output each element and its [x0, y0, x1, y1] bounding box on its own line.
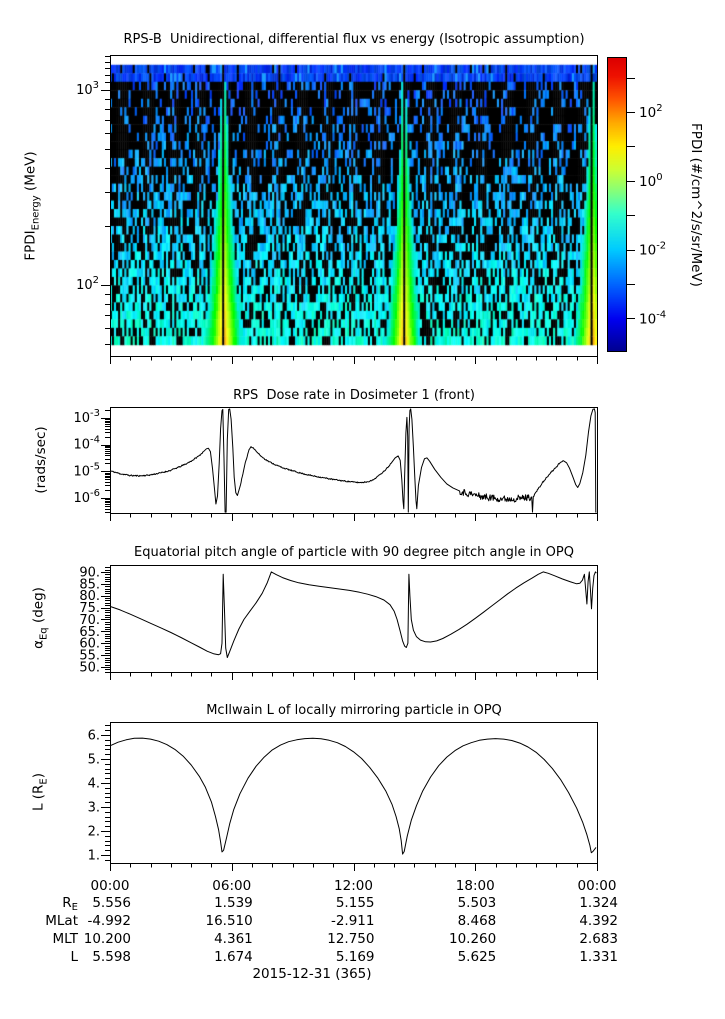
table-value: 2.683 [579, 931, 618, 947]
panel1-title: RPS-B Unidirectional, differential flux … [123, 32, 585, 47]
date-label: 2015-12-31 (365) [252, 966, 372, 982]
time-label: 06:00 [212, 878, 251, 894]
table-value: 1.539 [214, 895, 253, 911]
panel4-frame [110, 722, 598, 864]
tick-label: 10-3 [73, 408, 100, 426]
panel4-title: McIlwain L of locally mirroring particle… [206, 703, 502, 718]
table-value: 1.674 [214, 949, 253, 965]
pitch-angle-line [109, 571, 597, 658]
table-row-label: MLat [45, 913, 78, 929]
panel1-frame [110, 55, 598, 357]
table-value: 8.468 [458, 913, 497, 929]
tick-label: 50. [79, 661, 100, 676]
table-value: 1.324 [579, 895, 618, 911]
tick-label: 70. [79, 613, 100, 628]
table-value: 12.750 [327, 931, 374, 947]
table-value: 4.361 [214, 931, 253, 947]
tick-label: 60. [79, 637, 100, 652]
colorbar-frame [607, 57, 627, 352]
tick-label: 65. [79, 625, 100, 640]
panel3-title: Equatorial pitch angle of particle with … [134, 545, 574, 560]
table-value: -2.911 [331, 913, 375, 929]
table-value: 5.155 [336, 895, 375, 911]
dose-rate-line [109, 408, 597, 513]
time-label: 18:00 [456, 878, 495, 894]
tick-label: 102 [76, 275, 99, 293]
tick-label: 2. [88, 825, 100, 840]
tick-label: 103 [76, 80, 99, 98]
table-row-label: RE [62, 895, 78, 913]
table-value: 1.331 [579, 949, 618, 965]
table-value: 5.556 [92, 895, 131, 911]
table-row-label: L [70, 949, 78, 965]
table-value: 5.503 [458, 895, 497, 911]
panel2-title: RPS Dose rate in Dosimeter 1 (front) [233, 388, 475, 403]
table-value: 5.625 [458, 949, 497, 965]
table-value: 4.392 [579, 913, 618, 929]
table-value: 10.260 [449, 931, 496, 947]
tick-label: 6. [88, 728, 100, 743]
mcilwain-l-line [109, 737, 597, 855]
flux-spectrogram-heatmap [110, 55, 597, 356]
tick-label: 75. [79, 601, 100, 616]
time-label: 12:00 [334, 878, 373, 894]
tick-label: 10-4 [73, 435, 100, 453]
tick-label: 4. [88, 777, 100, 792]
tick-label: 10-5 [73, 461, 100, 479]
colorbar-tick-label: 102 [639, 103, 663, 121]
colorbar-tick-label: 10-2 [639, 241, 666, 259]
tick-label: 90. [79, 565, 100, 580]
table-value: 5.598 [92, 949, 131, 965]
table-row-label: MLT [52, 931, 78, 947]
table-value: 5.169 [336, 949, 375, 965]
tick-label: 5. [88, 752, 100, 767]
panel3-frame [110, 565, 598, 673]
colorbar-gradient [608, 58, 627, 352]
tick-label: 55. [79, 649, 100, 664]
time-label: 00:00 [578, 878, 617, 894]
table-value: -4.992 [87, 913, 131, 929]
colorbar-tick-label: 10-4 [639, 309, 666, 327]
tick-label: 1. [88, 849, 100, 864]
tick-label: 10-6 [73, 488, 100, 506]
table-value: 16.510 [206, 913, 253, 929]
tick-label: 85. [79, 577, 100, 592]
table-value: 10.200 [84, 931, 131, 947]
tick-label: 80. [79, 589, 100, 604]
tick-label: 3. [88, 801, 100, 816]
time-label: 00:00 [91, 878, 130, 894]
colorbar-tick-label: 100 [639, 172, 663, 190]
